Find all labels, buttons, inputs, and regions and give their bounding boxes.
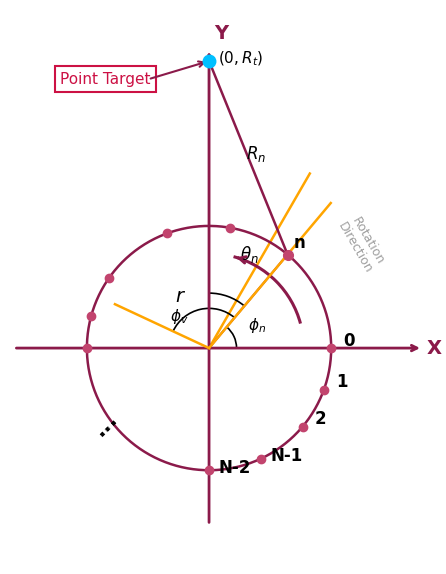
Text: $\phi_n$: $\phi_n$ [248,316,266,335]
Text: N-2: N-2 [219,459,251,476]
Text: 0: 0 [343,332,355,350]
Text: Rotation
Direction: Rotation Direction [335,213,388,276]
Text: $\phi_v$: $\phi_v$ [170,307,189,326]
Text: Y: Y [214,24,228,42]
Text: $R_n$: $R_n$ [246,144,266,164]
Text: N-1: N-1 [270,447,303,465]
Text: ...: ... [89,408,121,440]
Text: $(0, R_t)$: $(0, R_t)$ [218,49,263,68]
Text: $\theta_n$: $\theta_n$ [240,244,258,265]
Text: n: n [293,234,306,253]
Text: 2: 2 [315,410,326,428]
Text: X: X [426,339,442,358]
Text: Point Target: Point Target [60,72,150,87]
Text: $r$: $r$ [175,286,186,306]
Text: 1: 1 [336,374,347,391]
